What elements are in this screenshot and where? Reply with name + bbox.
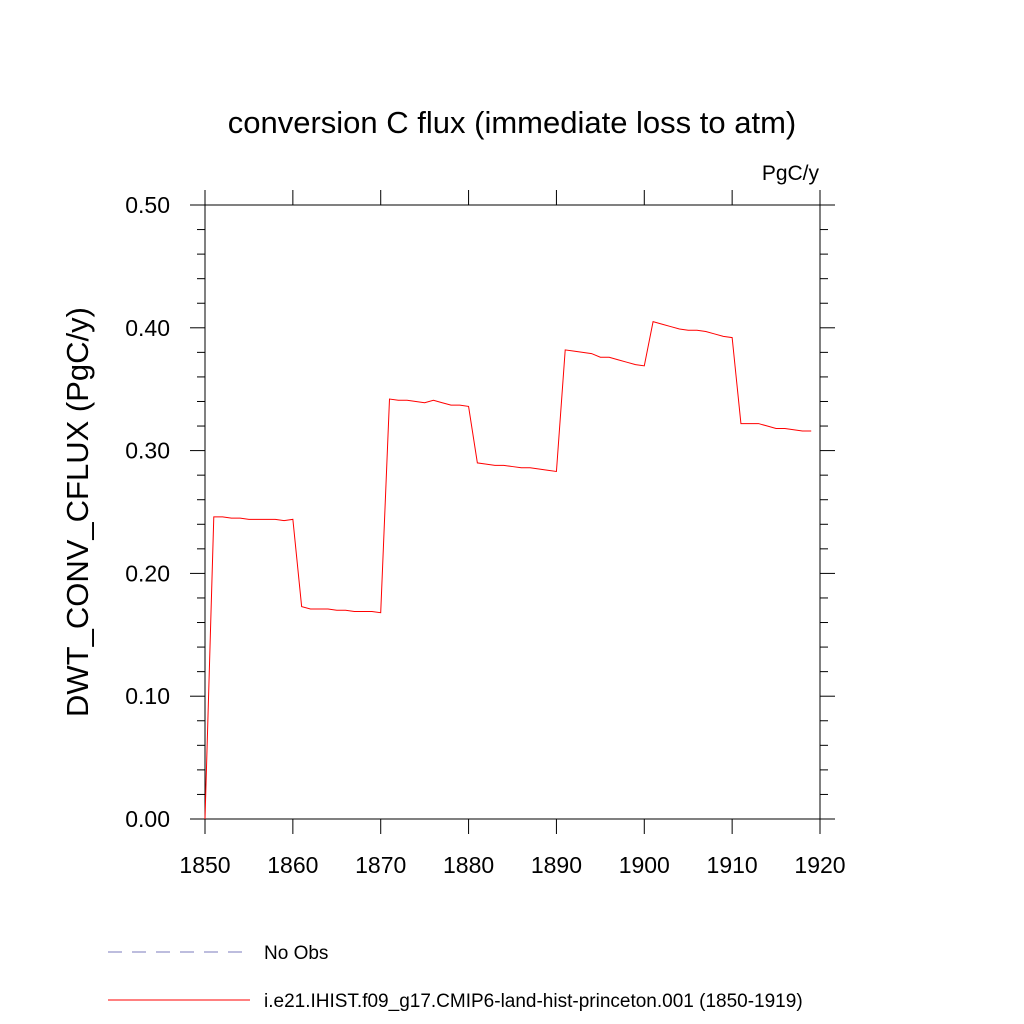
x-tick-label: 1880 [443,852,494,878]
x-tick-label: 1890 [531,852,582,878]
series-layer [204,321,812,820]
x-axis-ticks: 1850 1860 1870 1880 1890 1900 1910 1920 [179,190,846,878]
x-tick-label: 1920 [794,852,845,878]
y-axis-ticks: 0.00 0.10 0.20 0.30 0.40 0.50 [125,192,835,832]
y-tick-label: 0.20 [125,560,170,586]
y-tick-label: 0.50 [125,192,170,218]
plot-frame [204,204,821,820]
legend-label: i.e21.IHIST.f09_g17.CMIP6-land-hist-prin… [264,991,803,1012]
legend-label: No Obs [264,943,328,964]
x-tick-label: 1910 [707,852,758,878]
y-axis-label: DWT_CONV_CFLUX (PgC/y) [60,307,95,717]
y-tick-label: 0.10 [125,683,170,709]
units-label: PgC/y [762,162,820,185]
series-line-1 [204,321,812,820]
x-tick-label: 1850 [179,852,230,878]
y-tick-label: 0.00 [125,806,170,832]
x-tick-label: 1900 [619,852,670,878]
chart-title: conversion C flux (immediate loss to atm… [228,105,797,140]
y-tick-label: 0.40 [125,315,170,341]
x-tick-label: 1870 [355,852,406,878]
y-tick-label: 0.30 [125,438,170,464]
legend: No Obs i.e21.IHIST.f09_g17.CMIP6-land-his… [108,943,803,1012]
x-tick-label: 1860 [267,852,318,878]
